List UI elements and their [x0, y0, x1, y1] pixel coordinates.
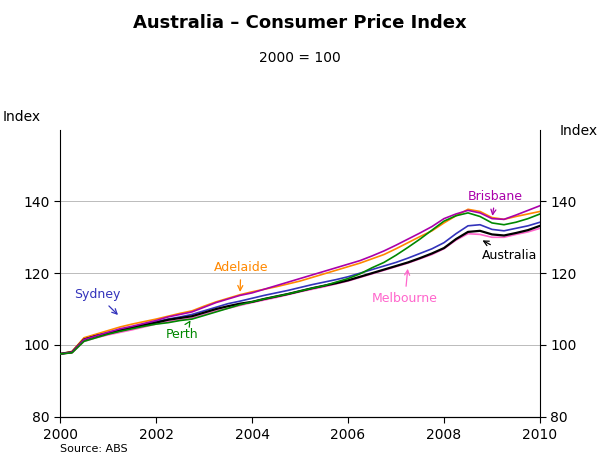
Text: Source: ABS: Source: ABS	[60, 444, 128, 454]
Y-axis label: Index: Index	[559, 124, 598, 138]
Text: Perth: Perth	[166, 322, 198, 341]
Text: Australia: Australia	[482, 241, 538, 262]
Text: Adelaide: Adelaide	[214, 261, 268, 290]
Text: 2000 = 100: 2000 = 100	[259, 51, 341, 65]
Text: Sydney: Sydney	[74, 288, 121, 314]
Text: Australia – Consumer Price Index: Australia – Consumer Price Index	[133, 14, 467, 32]
Text: Brisbane: Brisbane	[468, 189, 523, 214]
Text: Melbourne: Melbourne	[372, 270, 438, 305]
Y-axis label: Index: Index	[2, 110, 41, 124]
